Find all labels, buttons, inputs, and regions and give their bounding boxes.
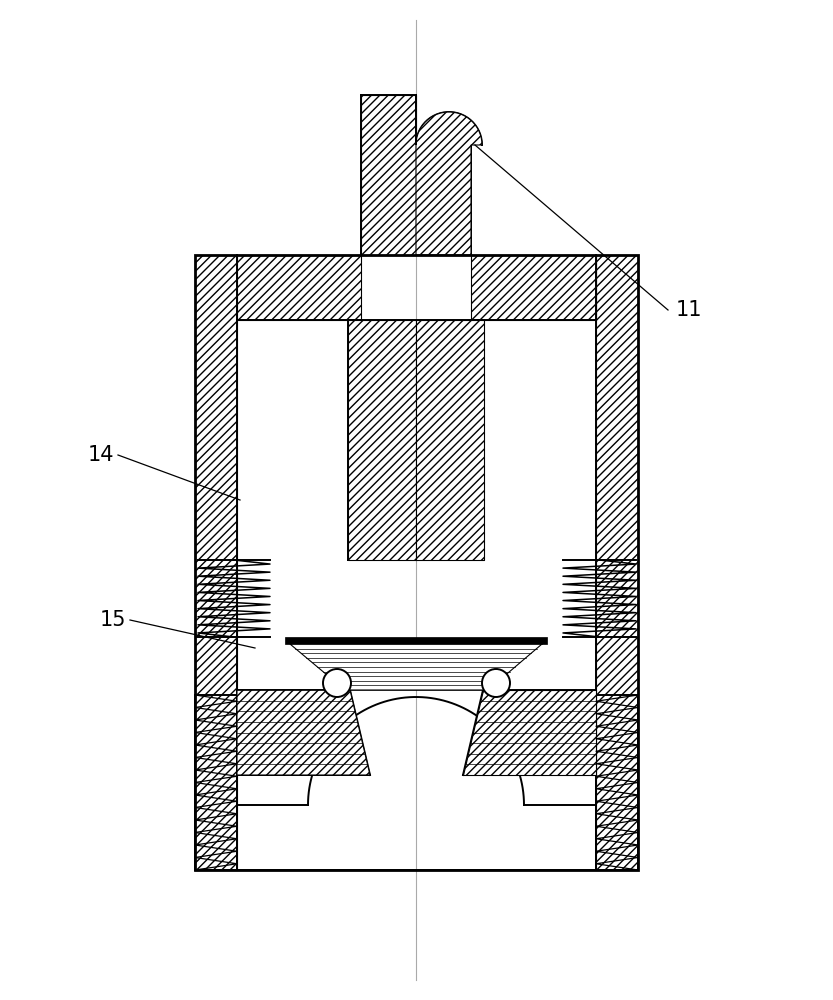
Polygon shape [416,320,484,560]
Text: 15: 15 [100,610,127,630]
Polygon shape [237,690,370,775]
Polygon shape [195,255,237,870]
Polygon shape [471,255,596,320]
Text: 14: 14 [88,445,114,465]
Polygon shape [416,95,482,255]
Polygon shape [596,255,638,870]
Polygon shape [290,644,542,690]
Polygon shape [361,95,416,255]
Circle shape [482,669,510,697]
Circle shape [323,669,351,697]
Polygon shape [463,690,596,775]
Polygon shape [285,637,547,644]
Polygon shape [348,320,416,560]
Polygon shape [237,255,361,320]
Text: 11: 11 [676,300,702,320]
